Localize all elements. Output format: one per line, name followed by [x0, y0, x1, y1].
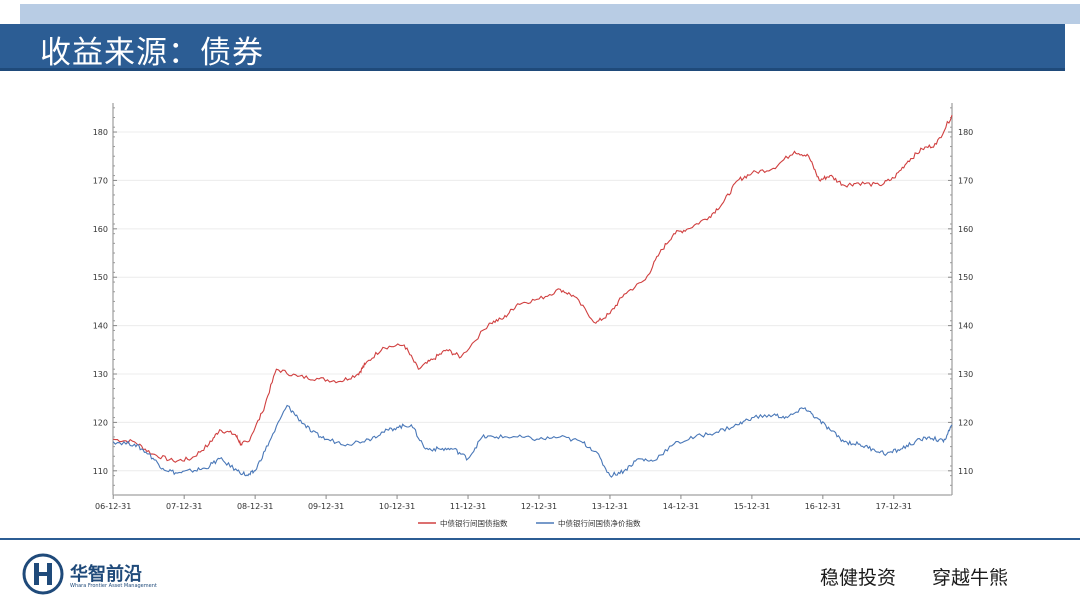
y-tick-label-left: 130: [93, 370, 108, 379]
y-tick-label-left: 110: [93, 467, 108, 476]
x-tick-label: 09-12-31: [308, 502, 344, 511]
legend: 中债银行间国债指数 中债银行间国债净价指数: [418, 518, 641, 528]
y-tick-label-right: 110: [958, 467, 973, 476]
x-tick-label: 06-12-31: [95, 502, 131, 511]
x-tick-label: 11-12-31: [450, 502, 486, 511]
legend-label-1: 中债银行间国债指数: [440, 518, 508, 528]
series-line-1: [113, 114, 953, 463]
grid-lines: [113, 131, 952, 472]
footer-divider: [0, 538, 1080, 540]
y-tick-label-right: 120: [958, 418, 973, 427]
series-group: [112, 114, 953, 478]
brand-subtitle: Whara Frontier Asset Management: [70, 583, 157, 589]
x-tick-label: 15-12-31: [734, 502, 770, 511]
x-tick-label: 07-12-31: [166, 502, 202, 511]
y-tick-label-left: 120: [93, 418, 108, 427]
brand-logo-icon: [22, 553, 64, 595]
x-tick-label: 13-12-31: [592, 502, 628, 511]
y-tick-label-right: 150: [958, 273, 973, 282]
y-tick-label-right: 140: [958, 322, 973, 331]
y-tick-label-left: 150: [93, 273, 108, 282]
x-tick-label: 17-12-31: [876, 502, 912, 511]
y-tick-label-right: 170: [958, 176, 973, 185]
x-tick-label: 14-12-31: [663, 502, 699, 511]
y-tick-label-left: 160: [93, 225, 108, 234]
y-tick-label-left: 170: [93, 176, 108, 185]
slogan-1: 稳健投资: [820, 567, 897, 589]
title-bar: 收益来源：债券: [0, 24, 1065, 71]
series-line-2: [112, 404, 953, 478]
y-tick-label-left: 180: [93, 128, 108, 137]
y-tick-label-left: 140: [93, 322, 108, 331]
top-accent-strip: [20, 4, 1080, 24]
slogan-2: 穿越牛熊: [932, 567, 1009, 589]
brand-name: 华智前沿: [70, 564, 142, 585]
axes: 110 110 120 120 130 130 140 140 150 150 160 160 170 1…: [93, 103, 973, 511]
x-tick-label: 08-12-31: [237, 502, 273, 511]
legend-label-2: 中债银行间国债净价指数: [558, 518, 641, 528]
x-tick-label: 16-12-31: [805, 502, 841, 511]
y-tick-label-right: 130: [958, 370, 973, 379]
x-tick-label: 10-12-31: [379, 502, 415, 511]
y-tick-label-right: 180: [958, 128, 973, 137]
y-tick-label-right: 160: [958, 225, 973, 234]
page-title: 收益来源：债券: [40, 35, 264, 71]
x-tick-label: 12-12-31: [521, 502, 557, 511]
